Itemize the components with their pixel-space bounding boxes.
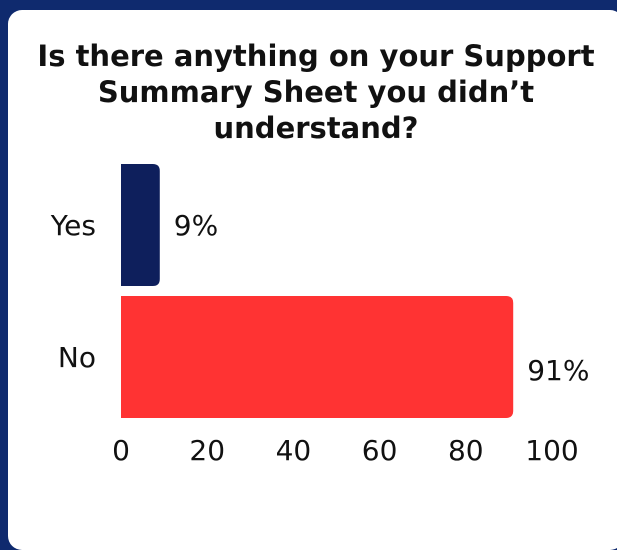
- x-tick-label-100: 100: [525, 434, 578, 467]
- x-tick-label-60: 60: [362, 434, 398, 467]
- chart-card: Is there anything on your Support Summar…: [8, 10, 617, 550]
- x-tick-label-80: 80: [448, 434, 484, 467]
- x-tick-label-40: 40: [276, 434, 312, 467]
- value-label-no: 91%: [527, 354, 589, 387]
- category-label-no: No: [58, 341, 96, 374]
- bar-no: [121, 296, 514, 418]
- bar-yes: [121, 164, 160, 286]
- value-label-yes: 9%: [174, 209, 218, 242]
- x-tick-label-0: 0: [112, 434, 130, 467]
- bar-chart: Yes 9% No 91% 0 20 40 60 80 100: [50, 164, 589, 467]
- category-label-yes: Yes: [50, 209, 96, 242]
- x-tick-label-20: 20: [189, 434, 225, 467]
- chart-title: Is there anything on your Support Summar…: [37, 39, 595, 145]
